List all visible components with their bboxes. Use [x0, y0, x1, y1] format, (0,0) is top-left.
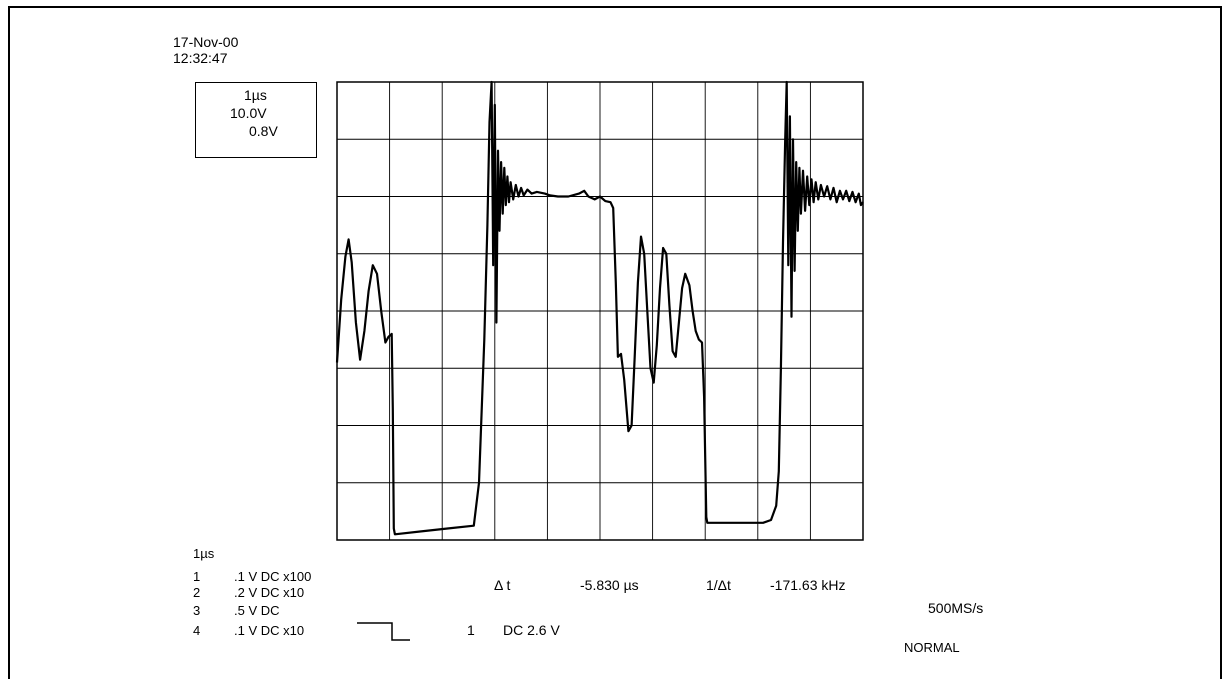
sample-rate: 500MS/s [928, 600, 984, 616]
trigger-edge-icon [357, 622, 410, 641]
waveform-trace [335, 80, 864, 536]
settings-box: 1µs 10.0V 0.8V [195, 82, 317, 158]
page-frame [8, 6, 1222, 679]
date-label: 17-Nov-00 [173, 34, 239, 50]
channel-timebase: 1µs [193, 546, 215, 561]
channel-number: 2 [193, 585, 201, 600]
channel-number: 3 [193, 603, 201, 618]
channel-number: 4 [193, 623, 201, 638]
inverse-delta-t-value: -171.63 kHz [770, 577, 846, 593]
time-label: 12:32:47 [173, 50, 228, 66]
ch2-scale: 0.8V [249, 123, 278, 139]
inverse-delta-t-label: 1/Δt [706, 577, 731, 593]
delta-t-label: Δ t [494, 577, 511, 593]
trigger-level: DC 2.6 V [503, 622, 560, 638]
acquisition-mode: NORMAL [904, 640, 960, 655]
channel-setting: .1 V DC x10 [234, 623, 305, 638]
channel-setting: .2 V DC x10 [234, 585, 305, 600]
channel-setting: .1 V DC x100 [234, 569, 312, 584]
channel-setting: .5 V DC [234, 603, 280, 618]
channel-number: 1 [193, 569, 201, 584]
ch1-scale: 10.0V [230, 105, 267, 121]
trigger-channel: 1 [467, 622, 475, 638]
timebase-setting: 1µs [244, 87, 267, 103]
scope-grid [336, 81, 864, 541]
waveform [335, 80, 864, 536]
delta-t-value: -5.830 µs [580, 577, 639, 593]
